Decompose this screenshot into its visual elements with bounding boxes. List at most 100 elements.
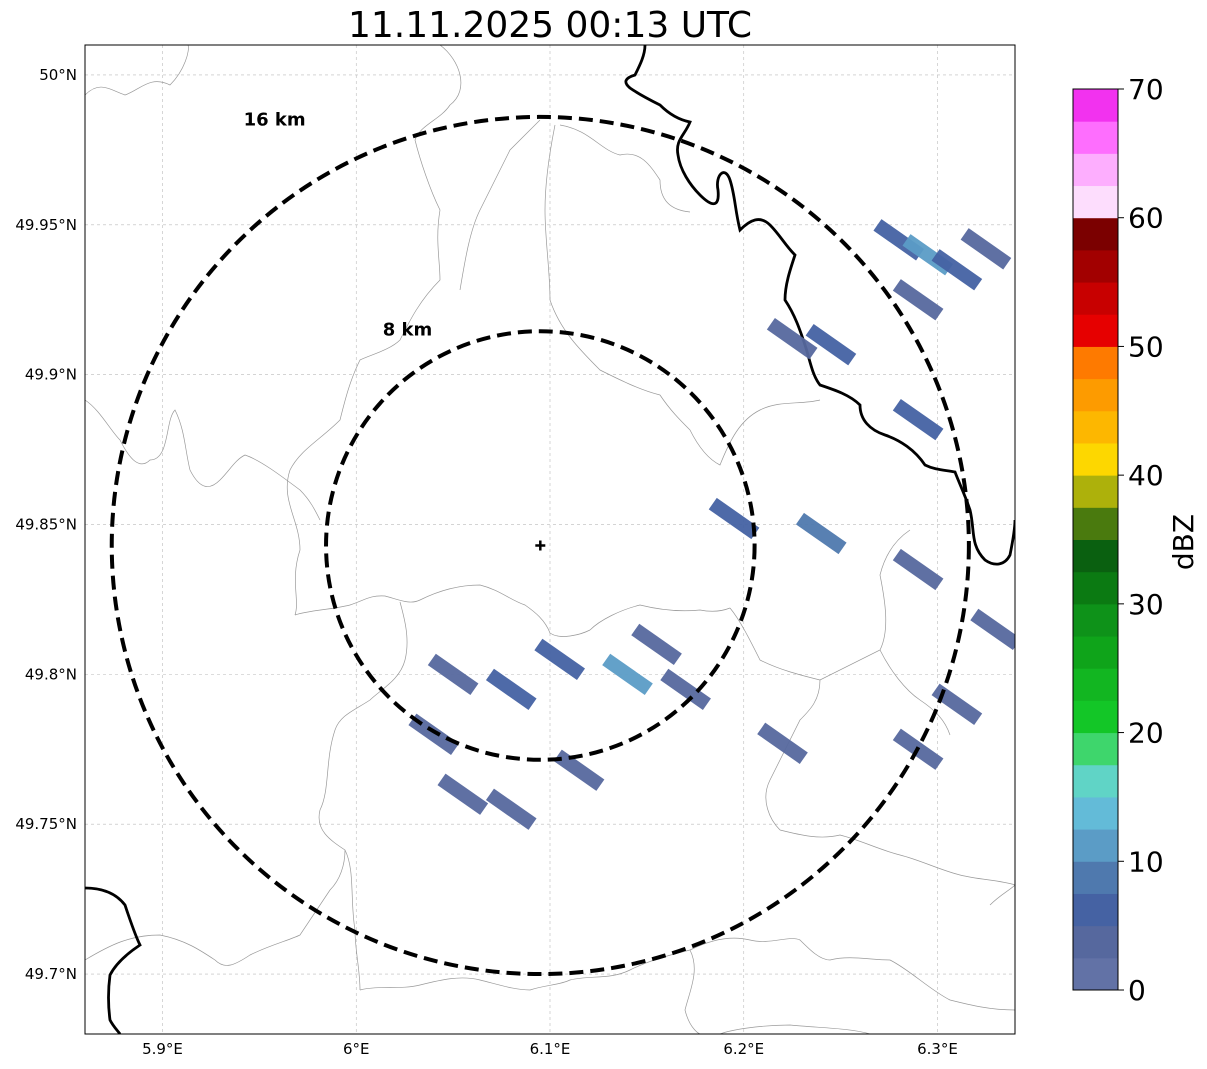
municipal-boundary xyxy=(719,1024,871,1034)
colorbar-segment xyxy=(1073,957,1118,991)
municipal-boundary xyxy=(286,45,462,616)
colorbar-segment xyxy=(1073,185,1118,219)
radar-echo xyxy=(892,548,944,591)
map-title: 11.11.2025 00:13 UTC xyxy=(347,5,753,46)
radar-echo xyxy=(970,608,1015,651)
national-border xyxy=(624,45,1015,566)
colorbar-tick-label: 40 xyxy=(1128,459,1164,492)
range-rings xyxy=(109,114,971,977)
municipal-boundary xyxy=(459,119,541,291)
longitude-ticks: 5.9°E 6°E 6.1°E 6.2°E 6.3°E xyxy=(142,1040,958,1058)
lon-tick-label: 6.3°E xyxy=(917,1040,958,1058)
lat-tick-label: 49.85°N xyxy=(15,516,77,534)
colorbar-segment xyxy=(1073,764,1118,798)
lon-tick-label: 6°E xyxy=(343,1040,370,1058)
colorbar-segment xyxy=(1073,346,1118,380)
lat-tick-label: 49.95°N xyxy=(15,216,77,234)
national-borders xyxy=(85,45,1015,1034)
radar-echo xyxy=(485,788,537,830)
radar-echo xyxy=(437,773,489,815)
colorbar-segment xyxy=(1073,732,1118,766)
municipal-boundary xyxy=(294,584,591,637)
national-border xyxy=(85,886,142,1034)
colorbar-tick-label: 60 xyxy=(1128,202,1164,235)
colorbar-segment xyxy=(1073,89,1118,122)
colorbar-tick-label: 20 xyxy=(1128,717,1164,750)
lat-tick-label: 49.9°N xyxy=(25,366,77,384)
radar-echo xyxy=(553,749,605,791)
municipal-boundary xyxy=(85,849,346,966)
municipal-boundary xyxy=(359,949,701,1034)
colorbar-segment xyxy=(1073,121,1118,154)
colorbar-segment xyxy=(1073,539,1118,573)
range-ring-label: 16 km xyxy=(244,109,306,130)
municipal-boundary xyxy=(689,937,1015,1011)
municipal-boundary xyxy=(85,399,321,521)
radar-echo xyxy=(708,497,760,540)
radar-echoes xyxy=(408,219,1015,830)
colorbar-segment xyxy=(1073,314,1118,347)
range-ring-labels: 8 km 16 km xyxy=(244,109,433,340)
range-ring xyxy=(324,329,757,762)
radar-echo xyxy=(766,318,818,360)
colorbar-segment xyxy=(1073,700,1118,734)
radar-echo xyxy=(534,638,586,681)
range-ring-label: 8 km xyxy=(383,319,433,340)
colorbar-label: dBZ xyxy=(1167,514,1200,570)
lat-tick-label: 49.7°N xyxy=(25,965,77,983)
radar-echo xyxy=(631,623,682,666)
colorbar-segment xyxy=(1073,378,1118,412)
colorbar-tick-label: 0 xyxy=(1128,974,1146,1007)
colorbar-segment xyxy=(1073,217,1118,251)
colorbar-segment xyxy=(1073,249,1118,283)
radar-echo xyxy=(795,512,847,555)
radar-echo xyxy=(485,668,537,710)
colorbar-segment xyxy=(1073,893,1118,927)
lon-tick-label: 6.2°E xyxy=(723,1040,764,1058)
colorbar-segment xyxy=(1073,861,1118,894)
latitude-ticks: 50°N 49.95°N 49.9°N 49.85°N 49.8°N 49.75°N 49.… xyxy=(15,66,77,983)
municipal-boundary xyxy=(779,829,1015,886)
radar-echo xyxy=(805,324,857,366)
radar-echo xyxy=(931,249,983,291)
radar-echo xyxy=(892,279,944,321)
colorbar-segment xyxy=(1073,668,1118,701)
colorbar-segment xyxy=(1073,829,1118,862)
colorbar-segment xyxy=(1073,153,1118,187)
lat-tick-label: 50°N xyxy=(39,66,77,84)
municipal-boundary xyxy=(544,124,821,466)
colorbar-segment xyxy=(1073,442,1118,476)
municipal-boundary xyxy=(589,604,731,631)
radar-echo xyxy=(892,398,944,441)
colorbar-segment xyxy=(1073,410,1118,444)
municipal-boundary xyxy=(729,529,911,681)
municipal-boundary xyxy=(989,884,1015,906)
radar-echo xyxy=(427,653,479,696)
lat-tick-label: 49.8°N xyxy=(25,665,77,683)
colorbar-segment xyxy=(1073,571,1118,605)
colorbar-tick-label: 10 xyxy=(1128,845,1164,878)
colorbar-segment xyxy=(1073,925,1118,959)
map-frame xyxy=(84,44,1016,1035)
radar-echo xyxy=(757,722,808,764)
colorbar-segment xyxy=(1073,282,1118,315)
municipal-boundary xyxy=(559,124,691,213)
municipal-boundary xyxy=(85,45,189,96)
colorbar-tick-label: 70 xyxy=(1128,73,1164,106)
municipal-boundary xyxy=(879,649,951,736)
lon-tick-label: 6.1°E xyxy=(530,1040,571,1058)
colorbar-segment xyxy=(1073,603,1118,637)
colorbar-tick-label: 50 xyxy=(1128,330,1164,363)
radar-site-marker xyxy=(535,540,546,551)
radar-echo xyxy=(960,228,1012,270)
range-ring xyxy=(109,114,971,977)
colorbar-tick-label: 30 xyxy=(1128,588,1164,621)
colorbar-segment xyxy=(1073,796,1118,830)
colorbar-segment xyxy=(1073,636,1118,669)
lon-tick-label: 5.9°E xyxy=(142,1040,183,1058)
lat-tick-label: 49.75°N xyxy=(15,815,77,833)
dbz-colorbar: 0 10 20 30 40 50 60 70 dBZ xyxy=(1072,73,1200,1007)
radar-echo xyxy=(602,653,653,696)
colorbar-segment xyxy=(1073,475,1118,508)
